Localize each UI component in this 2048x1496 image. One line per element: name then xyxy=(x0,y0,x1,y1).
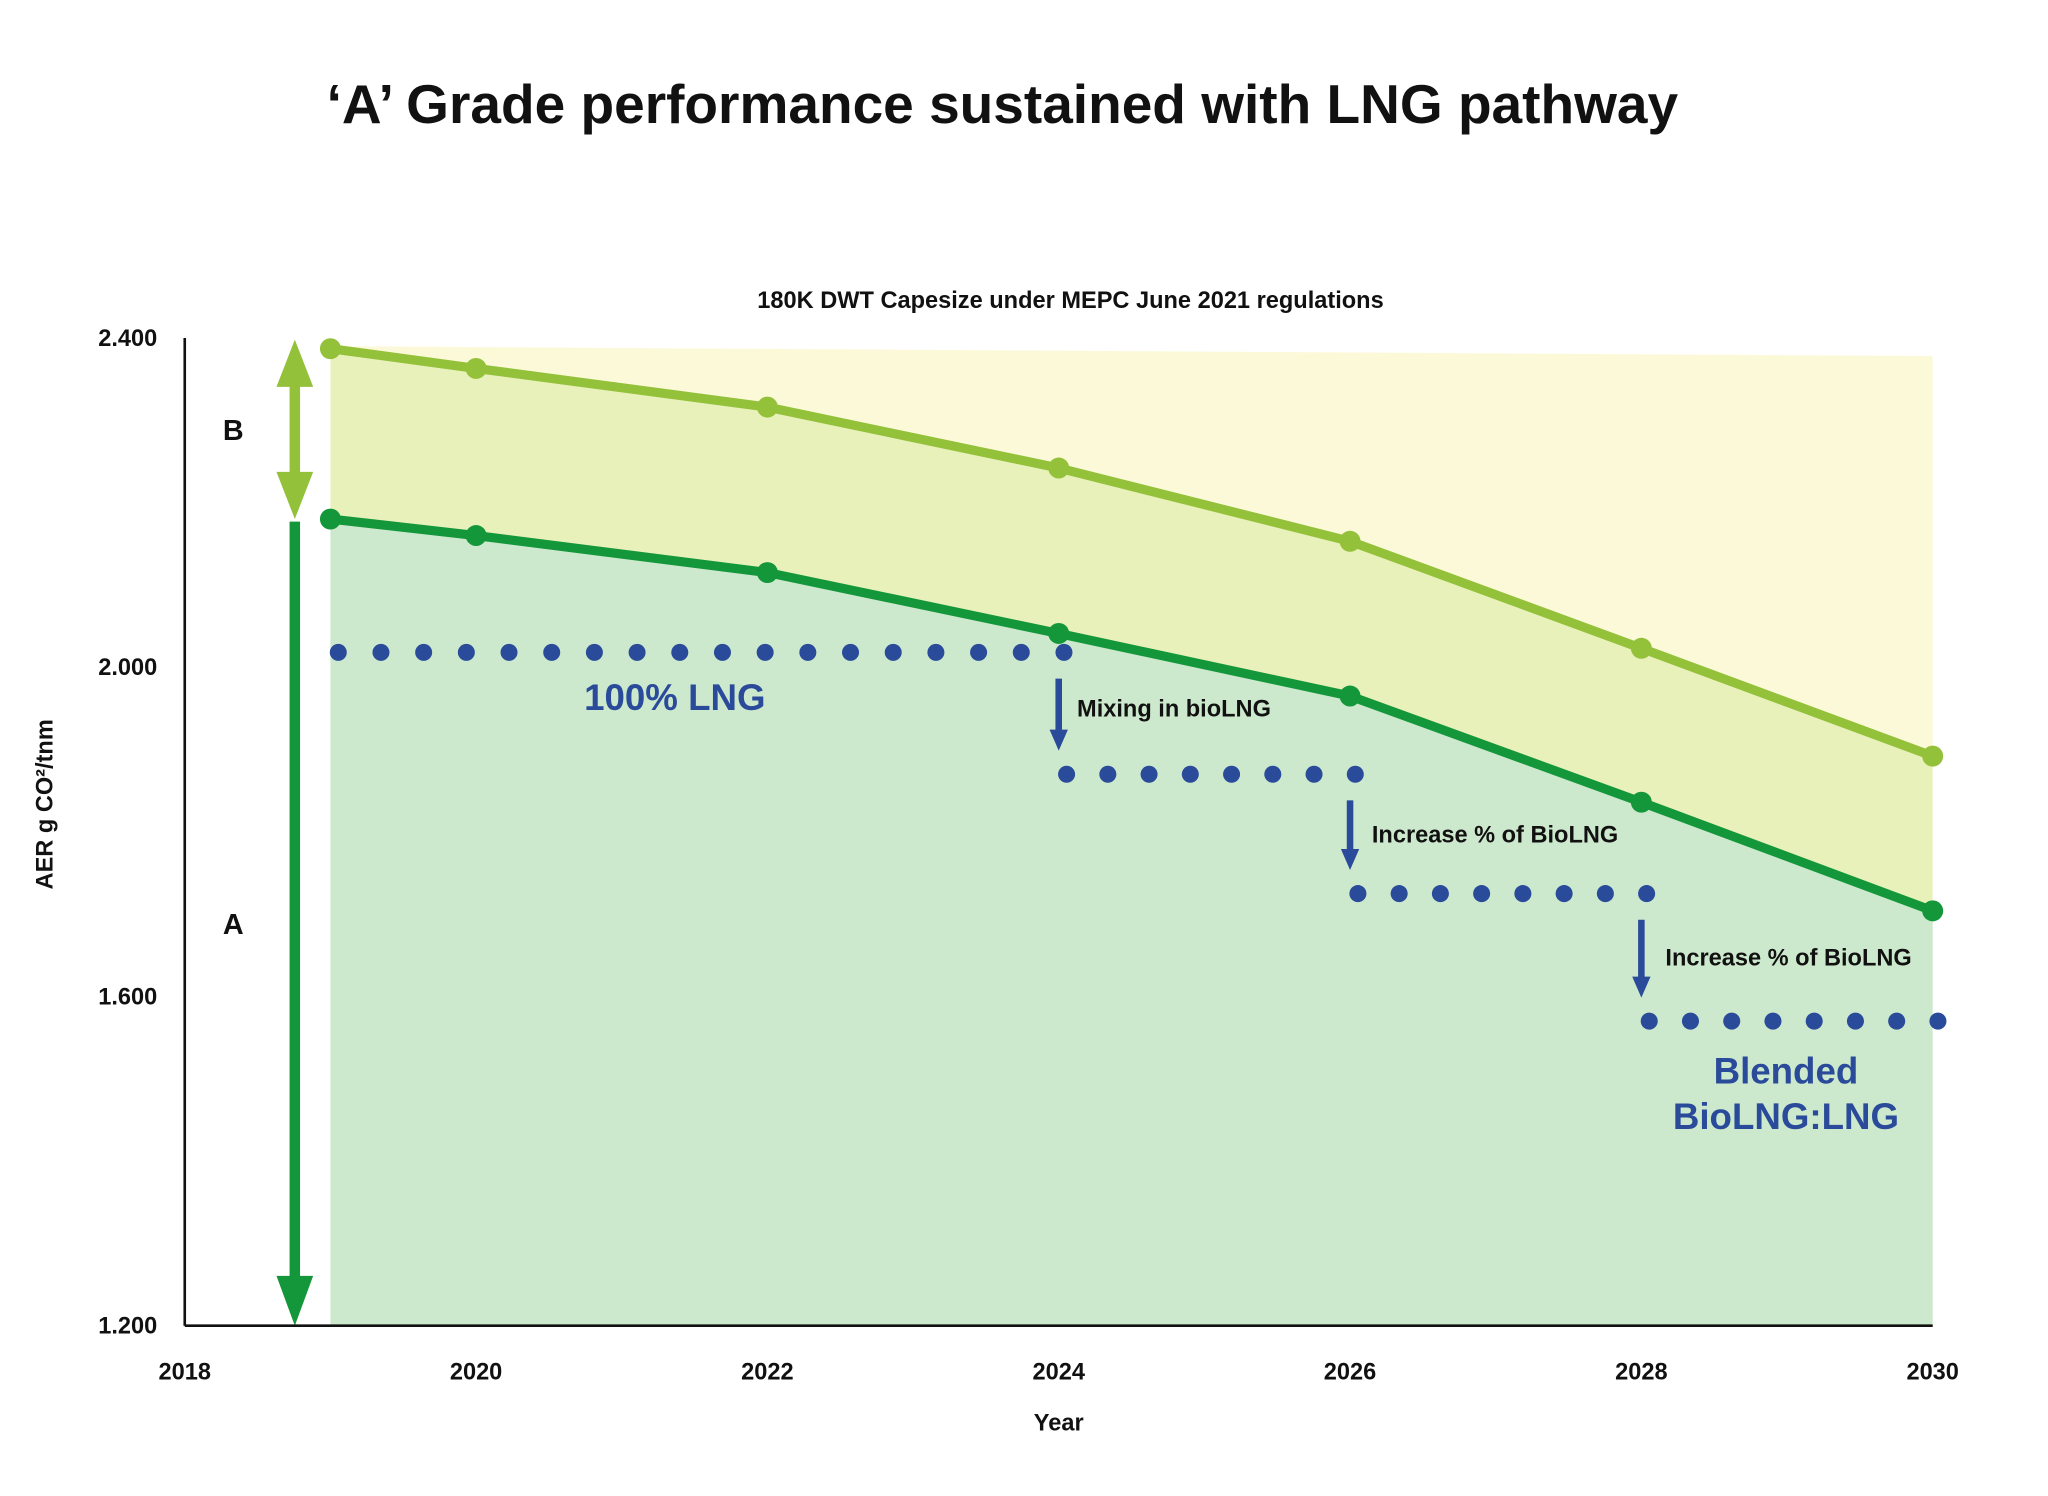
level-dot xyxy=(457,643,475,661)
lower-boundary-point xyxy=(1339,685,1361,707)
arrow-up-icon xyxy=(276,339,314,387)
level-dot xyxy=(1305,765,1323,783)
band-b-area xyxy=(330,348,1933,911)
y-tick-label: 2.000 xyxy=(98,654,157,680)
x-tick-label: 2030 xyxy=(1906,1358,1958,1384)
level-dot xyxy=(884,643,902,661)
x-axis-label: Year xyxy=(1034,1410,1084,1436)
annotation-blended: Blended xyxy=(1714,1050,1859,1091)
lines xyxy=(319,338,1944,922)
level-dot xyxy=(585,643,603,661)
upper-boundary-point xyxy=(1630,637,1652,659)
level-dot xyxy=(1431,885,1449,903)
upper-boundary-point xyxy=(756,396,778,418)
level-dot xyxy=(500,643,518,661)
level-dot xyxy=(927,643,945,661)
annotation-increase-2: Increase % of BioLNG xyxy=(1665,944,1911,970)
level-dot xyxy=(970,643,988,661)
level-dot xyxy=(329,643,347,661)
level-dot xyxy=(1012,643,1030,661)
y-tick-label: 2.400 xyxy=(98,325,157,351)
level-dot xyxy=(1514,885,1532,903)
y-axis-label: AER g CO²/tnm xyxy=(31,719,57,889)
dotted-levels xyxy=(329,643,1947,1030)
lower-boundary-point xyxy=(1630,791,1652,813)
y-tick-label: 1.200 xyxy=(98,1313,157,1339)
level-dot xyxy=(713,643,731,661)
step-down-arrow-icon xyxy=(1632,976,1651,998)
annotation-increase-1: Increase % of BioLNG xyxy=(1372,821,1618,847)
x-tick-label: 2020 xyxy=(450,1358,502,1384)
chart-title: ‘A’ Grade performance sustained with LNG… xyxy=(327,73,1679,135)
level-dot xyxy=(1099,765,1117,783)
level-dot xyxy=(1346,765,1364,783)
level-dot xyxy=(1181,765,1199,783)
level-dot xyxy=(756,643,774,661)
level-dot xyxy=(1555,885,1573,903)
level-dot xyxy=(799,643,817,661)
lower-boundary-point xyxy=(756,562,778,584)
level-dot xyxy=(1055,643,1073,661)
level-dot xyxy=(1929,1012,1947,1030)
level-dot xyxy=(1140,765,1158,783)
arrow-down-icon xyxy=(276,471,314,520)
upper-boundary-point xyxy=(319,338,341,360)
lower-boundary-point xyxy=(465,525,487,547)
level-dot xyxy=(372,643,390,661)
level-dot xyxy=(842,643,860,661)
level-dot xyxy=(415,643,433,661)
lower-boundary-point xyxy=(1048,622,1070,644)
level-dot xyxy=(1596,885,1614,903)
top-band-area xyxy=(330,346,1933,757)
axes: 1.200 1.600 2.000 2.400 2018 2020 2022 2024 2026… xyxy=(98,325,1959,1385)
grade-b-label: B xyxy=(223,415,244,447)
step-down-arrow-icon xyxy=(1340,849,1360,870)
upper-boundary-point xyxy=(1339,530,1361,552)
lower-boundary-point xyxy=(319,508,341,530)
level-dot xyxy=(1058,765,1076,783)
level-dot xyxy=(1638,885,1656,903)
x-tick-label: 2024 xyxy=(1032,1358,1084,1384)
annotation-bioLNG-LNG: BioLNG:LNG xyxy=(1673,1096,1899,1137)
level-dot xyxy=(1264,765,1282,783)
lower-boundary-point xyxy=(1922,900,1944,922)
upper-boundary-point xyxy=(1048,457,1070,479)
x-tick-label: 2022 xyxy=(741,1358,793,1384)
upper-boundary-point xyxy=(465,357,487,379)
annotation-mixing: Mixing in bioLNG xyxy=(1077,696,1271,722)
x-tick-label: 2028 xyxy=(1615,1358,1667,1384)
y-tick-label: 1.600 xyxy=(98,983,157,1009)
arrow-down-icon xyxy=(276,1275,314,1326)
level-dot xyxy=(1888,1012,1906,1030)
band-a-area xyxy=(330,519,1933,1326)
level-dot xyxy=(1723,1012,1741,1030)
level-dot xyxy=(1764,1012,1782,1030)
x-tick-label: 2018 xyxy=(159,1358,211,1384)
chart-subtitle: 180K DWT Capesize under MEPC June 2021 r… xyxy=(757,287,1383,313)
areas xyxy=(330,346,1933,1326)
level-dot xyxy=(628,643,646,661)
level-dot xyxy=(1223,765,1241,783)
x-tick-label: 2026 xyxy=(1324,1358,1376,1384)
step-down-arrow-icon xyxy=(1049,729,1068,751)
level-dot xyxy=(1349,885,1367,903)
level-dot xyxy=(543,643,561,661)
grade-a-label: A xyxy=(223,909,244,941)
level-dot xyxy=(1640,1012,1658,1030)
level-dot xyxy=(1390,885,1408,903)
level-dot xyxy=(1805,1012,1823,1030)
upper-boundary-point xyxy=(1922,745,1944,767)
annotation-100-lng: 100% LNG xyxy=(584,677,765,718)
level-dot xyxy=(1681,1012,1699,1030)
level-dot xyxy=(1473,885,1491,903)
level-dot xyxy=(671,643,689,661)
level-dot xyxy=(1846,1012,1864,1030)
grade-arrows: BA xyxy=(223,339,314,1326)
